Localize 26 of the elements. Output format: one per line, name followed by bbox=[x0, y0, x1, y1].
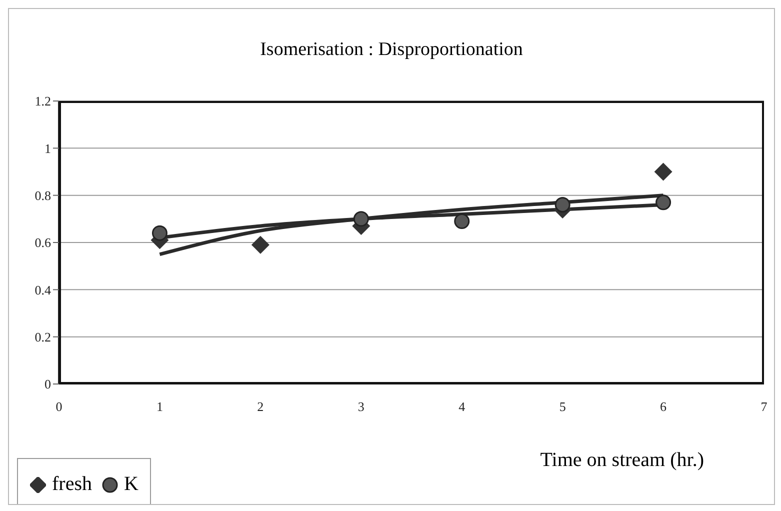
x-axis-title: Time on stream (hr.) bbox=[540, 449, 704, 472]
legend-label: K bbox=[122, 473, 138, 496]
point bbox=[554, 197, 570, 213]
x-tick-label: 7 bbox=[760, 399, 768, 414]
y-tick-label: 0.4 bbox=[34, 282, 52, 298]
point bbox=[454, 214, 470, 230]
legend-label: fresh bbox=[51, 473, 92, 496]
x-tick-label: 3 bbox=[358, 399, 364, 414]
x-tick-label: 5 bbox=[559, 399, 566, 414]
point bbox=[353, 211, 369, 227]
y-tick-label: 1.2 bbox=[34, 94, 51, 109]
x-tick-label: 2 bbox=[257, 399, 264, 414]
point bbox=[251, 236, 270, 254]
y-tick-label: 1 bbox=[44, 140, 51, 156]
chart-title: Isomerisation : Disproportionation bbox=[259, 39, 524, 61]
y-tick-label: 0.8 bbox=[34, 188, 51, 203]
y-tick-label: 0 bbox=[44, 376, 51, 392]
x-tick-label: 4 bbox=[458, 399, 466, 414]
point bbox=[152, 225, 168, 241]
x-tick-label: 6 bbox=[660, 399, 668, 414]
point bbox=[654, 162, 672, 181]
y-tick-label: 0.6 bbox=[34, 235, 52, 250]
x-tick-label: 1 bbox=[156, 399, 163, 414]
point bbox=[656, 194, 672, 210]
x-tick-label: 0 bbox=[56, 399, 62, 414]
y-tick-label: 0.2 bbox=[34, 329, 51, 344]
